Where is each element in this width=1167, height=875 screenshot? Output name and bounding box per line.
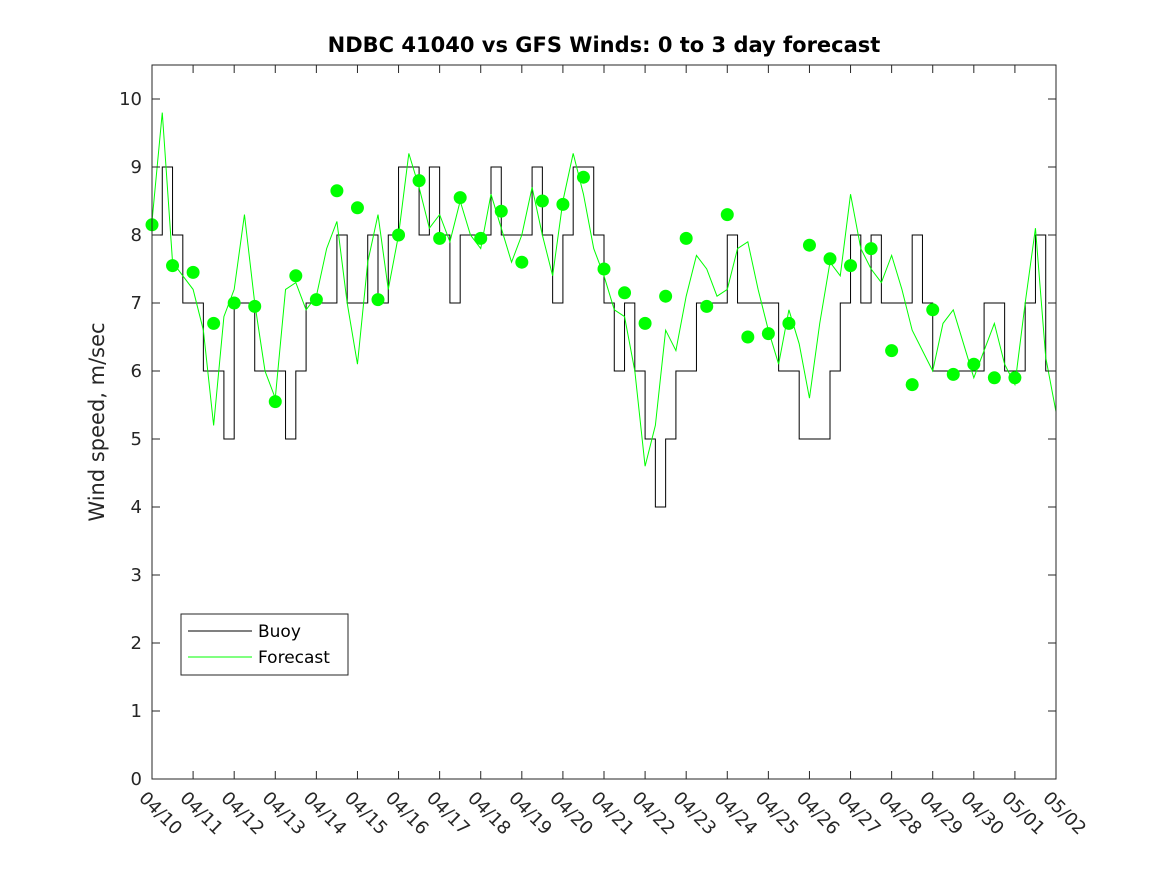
forecast-marker	[227, 296, 241, 310]
buoy-series-layer	[152, 166, 1056, 508]
forecast-marker	[761, 327, 775, 341]
forecast-marker	[166, 259, 180, 273]
y-tick-label: 10	[119, 89, 142, 110]
legend-label-buoy: Buoy	[258, 622, 301, 642]
y-tick-label: 6	[131, 361, 142, 382]
forecast-marker	[926, 303, 940, 317]
forecast-marker	[556, 197, 570, 211]
chart-title: NDBC 41040 vs GFS Winds: 0 to 3 day fore…	[328, 33, 881, 57]
forecast-marker	[597, 262, 611, 276]
forecast-marker	[371, 293, 385, 307]
forecast-marker	[309, 293, 323, 307]
forecast-marker	[679, 231, 693, 245]
y-tick-label: 1	[131, 701, 142, 722]
forecast-marker	[618, 286, 632, 300]
forecast-marker	[987, 371, 1001, 385]
forecast-marker	[782, 316, 796, 330]
forecast-marker	[700, 299, 714, 313]
forecast-marker	[268, 395, 282, 409]
forecast-marker	[515, 255, 529, 269]
buoy-series-line	[152, 166, 1056, 508]
y-tick-label: 9	[131, 157, 142, 178]
forecast-marker	[946, 367, 960, 381]
forecast-marker	[802, 238, 816, 252]
legend: Buoy Forecast	[180, 613, 349, 676]
forecast-marker	[741, 330, 755, 344]
forecast-marker	[289, 269, 303, 283]
forecast-marker	[433, 231, 447, 245]
forecast-marker	[412, 174, 426, 188]
y-tick-label: 3	[131, 565, 142, 586]
forecast-marker	[350, 201, 364, 215]
forecast-marker-layer	[145, 170, 1022, 409]
y-tick-label: 8	[131, 225, 142, 246]
y-tick-label: 7	[131, 293, 142, 314]
forecast-marker	[720, 208, 734, 222]
y-axis: 0 1 2 3 4 5 6 7 8 9 10	[119, 89, 1056, 790]
forecast-marker	[864, 242, 878, 256]
forecast-series-layer	[151, 112, 1057, 467]
forecast-marker	[248, 299, 262, 313]
y-tick-label: 2	[131, 633, 142, 654]
forecast-marker	[823, 252, 837, 266]
y-tick-label: 0	[131, 769, 142, 790]
forecast-marker	[638, 316, 652, 330]
forecast-marker	[885, 344, 899, 358]
forecast-series-line	[151, 112, 1057, 467]
y-axis-label: Wind speed, m/sec	[85, 322, 109, 521]
forecast-marker	[905, 378, 919, 392]
forecast-marker	[186, 265, 200, 279]
y-tick-label: 5	[131, 429, 142, 450]
forecast-marker	[392, 228, 406, 242]
forecast-marker	[474, 231, 488, 245]
forecast-marker	[967, 357, 981, 371]
forecast-marker	[659, 289, 673, 303]
forecast-marker	[576, 170, 590, 184]
legend-label-forecast: Forecast	[258, 648, 330, 668]
forecast-marker	[494, 204, 508, 218]
forecast-marker	[535, 194, 549, 208]
legend-box	[180, 613, 349, 676]
forecast-marker	[844, 259, 858, 273]
forecast-marker	[453, 191, 467, 205]
forecast-marker	[330, 184, 344, 198]
y-tick-label: 4	[131, 497, 142, 518]
forecast-marker	[207, 316, 221, 330]
forecast-marker	[1008, 371, 1022, 385]
